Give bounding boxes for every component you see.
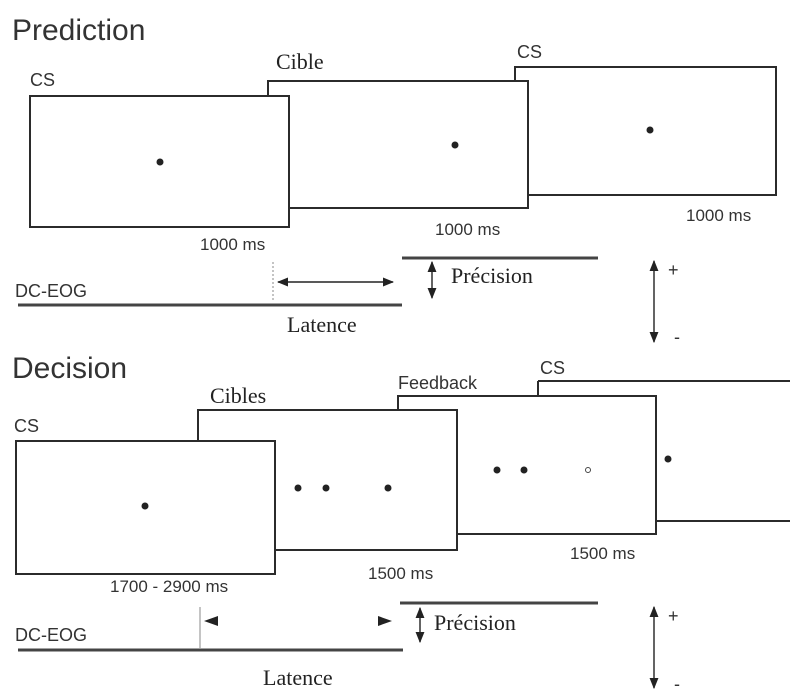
fixation-dot [646,126,654,134]
target-dot [384,484,392,492]
polarity-minus: - [674,674,680,691]
prediction-eog-trace: DC-EOG Précision Latence + - [15,256,680,347]
screen-label: CS [30,70,55,90]
screen-label: CS [517,42,542,62]
fixation-dot [141,502,149,510]
polarity-minus: - [674,327,680,347]
decision-screen-4: CS [537,358,790,522]
latency-label: Latence [263,665,333,690]
precision-label: Précision [434,610,516,635]
duration-label: 1000 ms [686,206,751,225]
prediction-panel: Prediction CS 1000 ms Cible 1000 ms CS 1… [12,14,777,347]
decision-eog-trace: DC-EOG Précision Latence + - [15,601,680,691]
target-dot [451,141,459,149]
target-dot [294,484,302,492]
eog-label: DC-EOG [15,625,87,645]
fixation-dot [156,158,164,166]
screen-label: Feedback [398,373,478,393]
decision-screen-1: CS 1700 - 2900 ms [14,416,276,596]
duration-label: 1500 ms [570,544,635,563]
latency-arrow-end [378,616,392,626]
polarity-plus: + [668,606,679,626]
eog-label: DC-EOG [15,281,87,301]
prediction-screen-1: CS 1000 ms [29,70,290,254]
latency-label: Latence [287,312,357,337]
latency-arrow-start [204,616,218,626]
target-dot [322,484,330,492]
prediction-screen-3: CS 1000 ms [514,42,777,225]
screen-label: Cible [276,49,324,74]
target-dot [493,466,501,474]
screen-label: CS [540,358,565,378]
decision-title: Decision [12,352,127,385]
duration-label: 1700 - 2900 ms [110,577,228,596]
screen-label: Cibles [210,383,266,408]
prediction-title: Prediction [12,14,145,47]
precision-label: Précision [451,263,533,288]
duration-label: 1500 ms [368,564,433,583]
fixation-dot [664,455,672,463]
prediction-screen-2: Cible 1000 ms [267,49,529,239]
duration-label: 1000 ms [435,220,500,239]
duration-label: 1000 ms [200,235,265,254]
screen-label: CS [14,416,39,436]
polarity-plus: + [668,260,679,280]
feedback-circle [585,467,591,473]
target-dot [520,466,528,474]
decision-panel: Decision CS Feedback 1500 ms Cibles 1500… [12,352,790,691]
